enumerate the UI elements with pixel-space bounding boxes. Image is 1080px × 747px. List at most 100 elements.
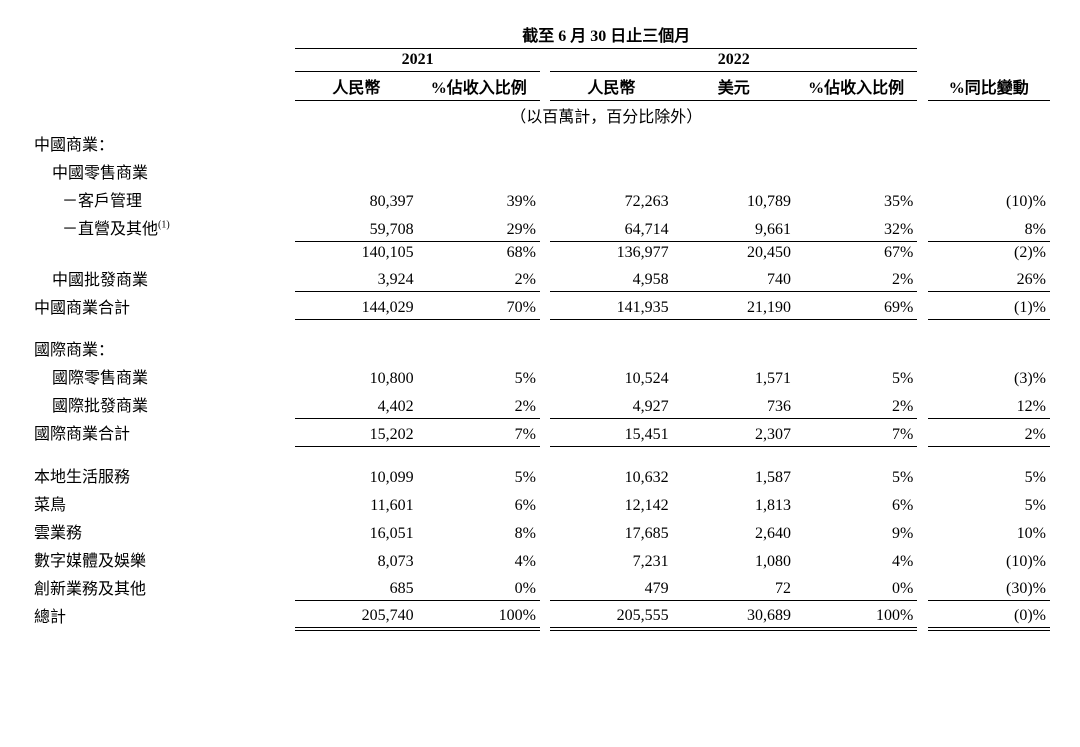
section-intl-header: 國際商業：	[30, 334, 1050, 362]
row-intl-total: 國際商業合計 15,202 7% 15,451 2,307 7% 2%	[30, 418, 1050, 446]
label-cainiao: 菜鳥	[30, 489, 295, 517]
label-direct: －直營及其他(1)	[30, 213, 295, 241]
cell: 9,661	[673, 213, 795, 241]
cell: 72,263	[550, 185, 672, 213]
cell: 4,958	[550, 264, 672, 292]
cell: 67%	[795, 241, 917, 264]
cell: 685	[295, 573, 417, 601]
cell: 5%	[928, 461, 1050, 489]
cell: 2%	[418, 264, 540, 292]
cell: 141,935	[550, 292, 672, 320]
cell: 2%	[928, 418, 1050, 446]
cell: 4%	[795, 545, 917, 573]
row-local: 本地生活服務 10,099 5% 10,632 1,587 5% 5%	[30, 461, 1050, 489]
row-cloud: 雲業務 16,051 8% 17,685 2,640 9% 10%	[30, 517, 1050, 545]
label-cloud: 雲業務	[30, 517, 295, 545]
cell: 10%	[928, 517, 1050, 545]
label-innovation: 創新業務及其他	[30, 573, 295, 601]
financial-table: 截至 6 月 30 日止三個月 2021 2022 人民幣 %佔收入比例 人民幣…	[30, 20, 1050, 631]
cell: 1,080	[673, 545, 795, 573]
cell: 4,402	[295, 390, 417, 418]
col-rmb-2022: 人民幣	[550, 72, 672, 101]
cell: 205,740	[295, 601, 417, 629]
footnote-ref-1: (1)	[158, 220, 170, 231]
cell: 10,800	[295, 362, 417, 390]
cell: 68%	[418, 241, 540, 264]
col-pctrev-2022: %佔收入比例	[795, 72, 917, 101]
cell: 205,555	[550, 601, 672, 629]
cell: 140,105	[295, 241, 417, 264]
cell: 20,450	[673, 241, 795, 264]
cell: 26%	[928, 264, 1050, 292]
cell: 32%	[795, 213, 917, 241]
cell: 736	[673, 390, 795, 418]
cell: 8%	[928, 213, 1050, 241]
label-intl-retail: 國際零售商業	[30, 362, 295, 390]
cell: 64,714	[550, 213, 672, 241]
row-grand-total: 總計 205,740 100% 205,555 30,689 100% (0)%	[30, 601, 1050, 629]
row-china-retail-subtotal: 140,105 68% 136,977 20,450 67% (2)%	[30, 241, 1050, 264]
row-innovation: 創新業務及其他 685 0% 479 72 0% (30)%	[30, 573, 1050, 601]
cell: (30)%	[928, 573, 1050, 601]
cell: 21,190	[673, 292, 795, 320]
cell: 6%	[795, 489, 917, 517]
cell: 3,924	[295, 264, 417, 292]
cell: 5%	[418, 461, 540, 489]
row-media: 數字媒體及娛樂 8,073 4% 7,231 1,080 4% (10)%	[30, 545, 1050, 573]
label-local: 本地生活服務	[30, 461, 295, 489]
cell: 6%	[418, 489, 540, 517]
row-intl-retail: 國際零售商業 10,800 5% 10,524 1,571 5% (3)%	[30, 362, 1050, 390]
units-note: （以百萬計，百分比除外）	[295, 101, 917, 130]
label-china-commerce: 中國商業：	[30, 129, 295, 157]
cell: 10,524	[550, 362, 672, 390]
cell: 1,587	[673, 461, 795, 489]
label-china-wholesale: 中國批發商業	[30, 264, 295, 292]
cell: (1)%	[928, 292, 1050, 320]
cell: 100%	[418, 601, 540, 629]
cell: 12%	[928, 390, 1050, 418]
row-direct: －直營及其他(1) 59,708 29% 64,714 9,661 32% 8%	[30, 213, 1050, 241]
cell: 11,601	[295, 489, 417, 517]
section-china-header: 中國商業：	[30, 129, 1050, 157]
cell: 2%	[795, 390, 917, 418]
cell: 72	[673, 573, 795, 601]
label-media: 數字媒體及娛樂	[30, 545, 295, 573]
cell: 2%	[795, 264, 917, 292]
row-china-wholesale: 中國批發商業 3,924 2% 4,958 740 2% 26%	[30, 264, 1050, 292]
col-year-2022: 2022	[550, 49, 917, 72]
cell: 10,789	[673, 185, 795, 213]
row-cust-mgmt: －客戶管理 80,397 39% 72,263 10,789 35% (10)%	[30, 185, 1050, 213]
cell: (10)%	[928, 185, 1050, 213]
cell: 70%	[418, 292, 540, 320]
cell: 8,073	[295, 545, 417, 573]
cell: 35%	[795, 185, 917, 213]
cell: 740	[673, 264, 795, 292]
label-intl-total: 國際商業合計	[30, 418, 295, 446]
header-row-units: （以百萬計，百分比除外）	[30, 101, 1050, 130]
col-usd-2022: 美元	[673, 72, 795, 101]
cell: 12,142	[550, 489, 672, 517]
cell: 80,397	[295, 185, 417, 213]
label-china-retail: 中國零售商業	[30, 157, 295, 185]
cell: 7,231	[550, 545, 672, 573]
header-row-sublabels: 人民幣 %佔收入比例 人民幣 美元 %佔收入比例 %同比變動	[30, 72, 1050, 101]
cell: (3)%	[928, 362, 1050, 390]
cell: 15,451	[550, 418, 672, 446]
cell: 7%	[418, 418, 540, 446]
row-cainiao: 菜鳥 11,601 6% 12,142 1,813 6% 5%	[30, 489, 1050, 517]
label-cust-mgmt: －客戶管理	[30, 185, 295, 213]
cell: 100%	[795, 601, 917, 629]
cell: 5%	[418, 362, 540, 390]
cell: 136,977	[550, 241, 672, 264]
cell: 2,640	[673, 517, 795, 545]
cell: 16,051	[295, 517, 417, 545]
col-year-2021: 2021	[295, 49, 540, 72]
cell: 10,099	[295, 461, 417, 489]
cell: 1,571	[673, 362, 795, 390]
row-intl-wholesale: 國際批發商業 4,402 2% 4,927 736 2% 12%	[30, 390, 1050, 418]
cell: 2%	[418, 390, 540, 418]
cell: (2)%	[928, 241, 1050, 264]
cell: 8%	[418, 517, 540, 545]
cell: 59,708	[295, 213, 417, 241]
cell: (0)%	[928, 601, 1050, 629]
